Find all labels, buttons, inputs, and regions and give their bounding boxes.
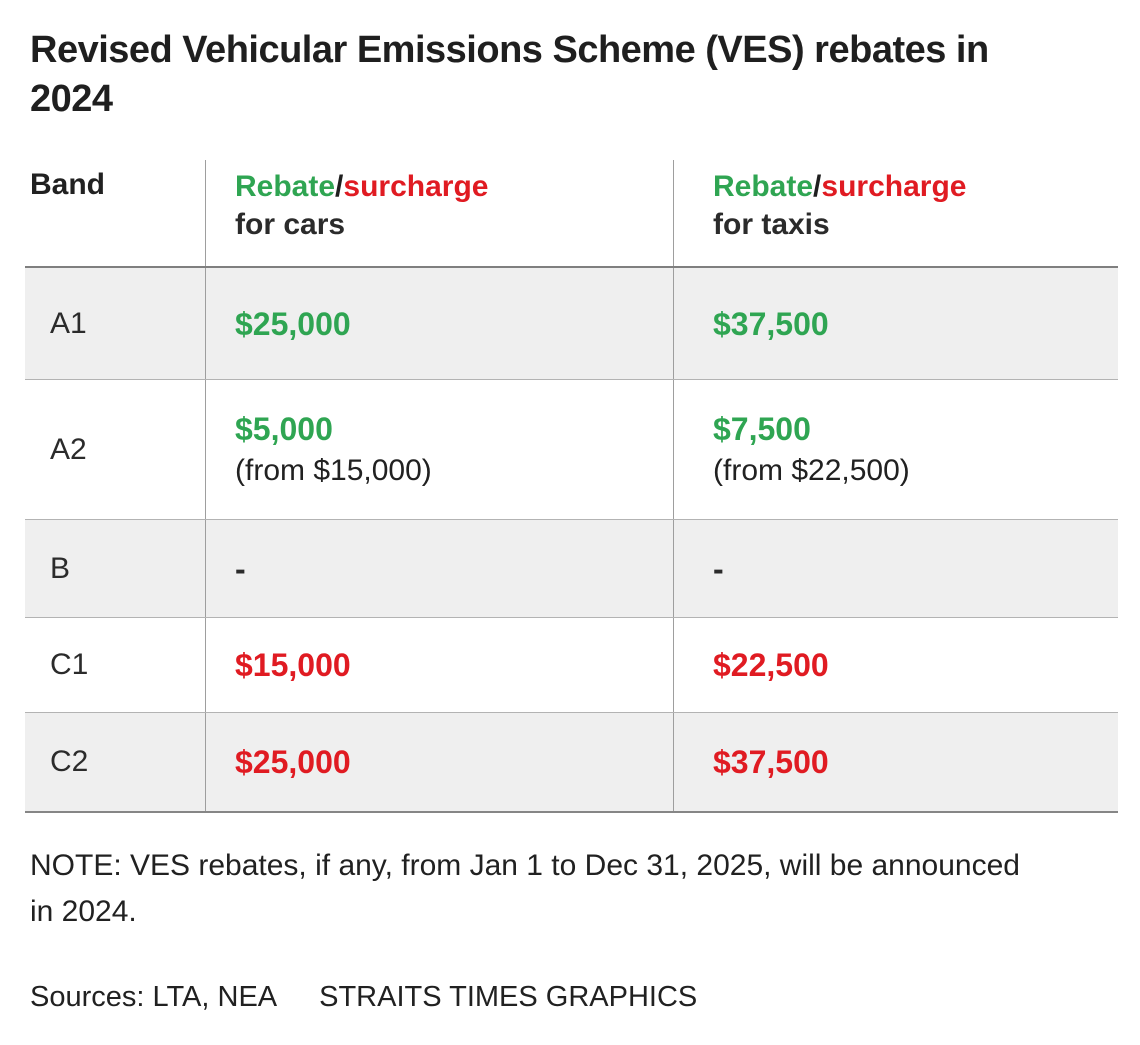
taxis-value-cell: $22,500 xyxy=(674,618,1118,712)
cars-value-cell: $25,000 xyxy=(206,713,674,811)
band-label: B xyxy=(25,520,206,617)
rebate-label: Rebate xyxy=(235,170,336,203)
sources-line: Sources: LTA, NEA STRAITS TIMES GRAPHICS xyxy=(30,981,697,1014)
taxis-value: $37,500 xyxy=(713,744,829,780)
cars-value: $15,000 xyxy=(235,647,351,683)
taxis-value: $22,500 xyxy=(713,647,829,683)
cars-column-header: Rebate/surcharge for cars xyxy=(206,160,674,266)
surcharge-label: surcharge xyxy=(821,170,967,203)
table-row-a2: A2 $5,000 (from $15,000) $7,500 (from $2… xyxy=(25,379,1118,519)
rebate-label: Rebate xyxy=(713,170,814,203)
taxis-value-cell: $37,500 xyxy=(674,713,1118,811)
band-label: C2 xyxy=(25,713,206,811)
taxis-column-header: Rebate/surcharge for taxis xyxy=(674,160,1118,266)
taxis-value-cell: $37,500 xyxy=(674,268,1118,379)
taxis-header-line1: Rebate/surcharge xyxy=(713,168,1118,206)
taxis-value: $37,500 xyxy=(713,305,829,342)
surcharge-label: surcharge xyxy=(343,170,489,203)
cars-value: - xyxy=(235,550,246,587)
band-header-label: Band xyxy=(30,168,105,201)
cars-value-note: (from $15,000) xyxy=(235,454,432,487)
cars-value-cell: $15,000 xyxy=(206,618,674,712)
graphics-credit: STRAITS TIMES GRAPHICS xyxy=(319,981,698,1013)
slash-separator: / xyxy=(813,170,822,203)
cars-value: $5,000 xyxy=(235,411,333,447)
slash-separator: / xyxy=(335,170,344,203)
page-title: Revised Vehicular Emissions Scheme (VES)… xyxy=(30,29,989,120)
taxis-value: $7,500 xyxy=(713,411,811,447)
taxis-value-cell: - xyxy=(674,520,1118,617)
table-row-a1: A1 $25,000 $37,500 xyxy=(25,268,1118,379)
cars-header-subtitle: for cars xyxy=(235,207,346,241)
taxis-value: - xyxy=(713,550,724,587)
cars-value: $25,000 xyxy=(235,744,351,780)
table-row-b: B - - xyxy=(25,519,1118,617)
footnote: NOTE: VES rebates, if any, from Jan 1 to… xyxy=(30,849,1020,928)
taxis-value-cell: $7,500 (from $22,500) xyxy=(674,380,1118,519)
cars-value-cell: - xyxy=(206,520,674,617)
cars-value: $25,000 xyxy=(235,305,351,342)
band-label: A2 xyxy=(25,380,206,519)
sources-text: Sources: LTA, NEA xyxy=(30,981,278,1013)
taxis-header-subtitle: for taxis xyxy=(713,207,830,241)
table-row-c2: C2 $25,000 $37,500 xyxy=(25,712,1118,813)
band-label: C1 xyxy=(25,618,206,712)
ves-rebates-table: Band Rebate/surcharge for cars Rebate/su… xyxy=(25,160,1118,813)
cars-value-cell: $5,000 (from $15,000) xyxy=(206,380,674,519)
cars-header-line1: Rebate/surcharge xyxy=(235,168,673,206)
band-column-header: Band xyxy=(25,160,206,266)
cars-value-cell: $25,000 xyxy=(206,268,674,379)
table-row-c1: C1 $15,000 $22,500 xyxy=(25,617,1118,712)
band-label: A1 xyxy=(25,268,206,379)
table-header-row: Band Rebate/surcharge for cars Rebate/su… xyxy=(25,160,1118,268)
taxis-value-note: (from $22,500) xyxy=(713,454,910,487)
